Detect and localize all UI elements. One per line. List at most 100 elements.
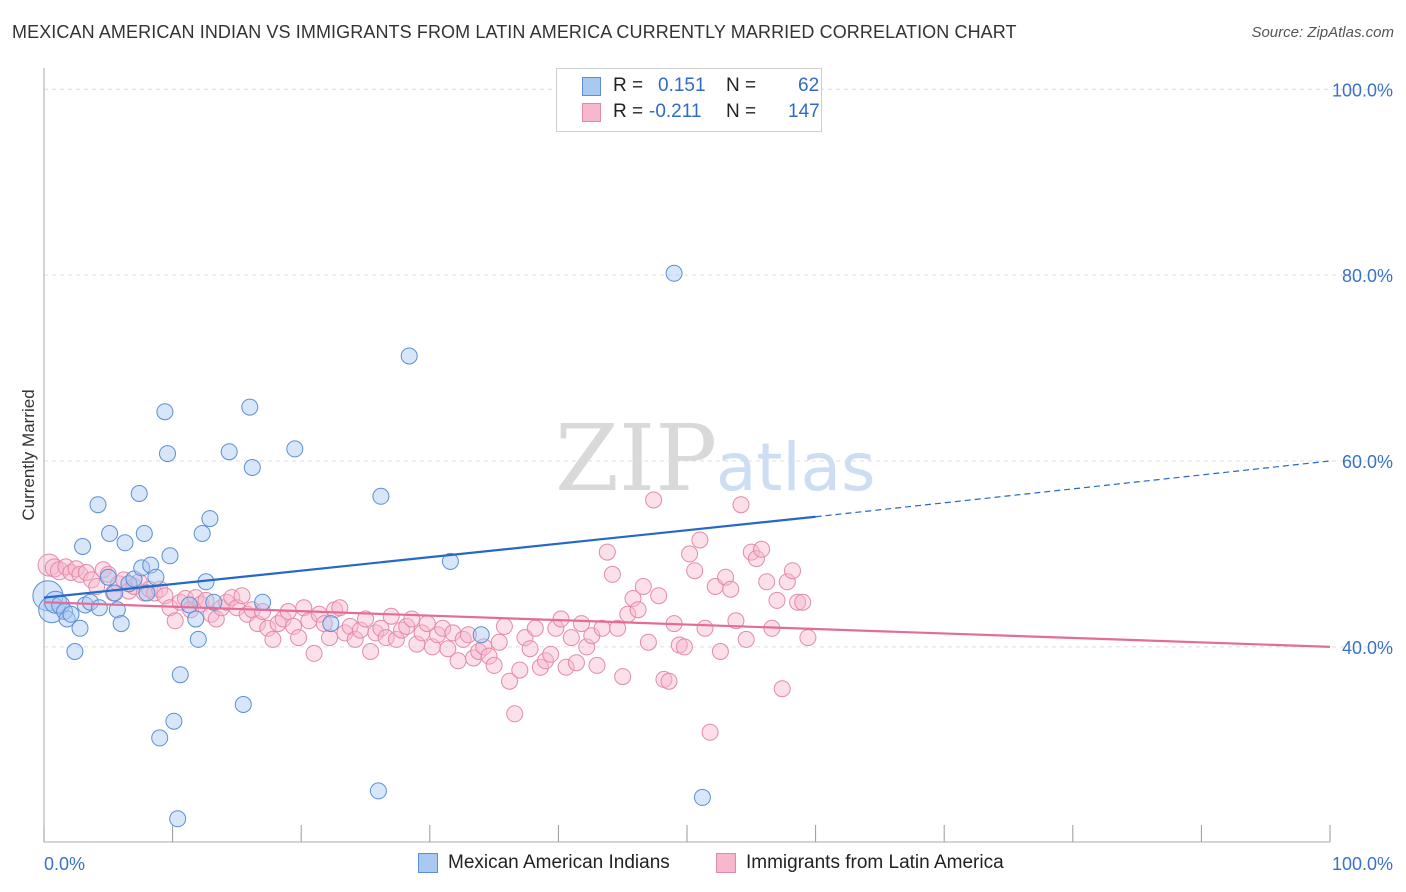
data-point-immigrants — [254, 603, 272, 620]
y-tick-label: 100.0% — [1332, 80, 1393, 100]
data-point-immigrants — [691, 531, 709, 549]
legend-r-value: -0.211 — [649, 101, 702, 122]
data-point-mexican-american-indians — [130, 485, 148, 502]
data-point-immigrants — [470, 643, 488, 660]
bottom-legend-swatch-pink — [716, 853, 736, 873]
data-point-mexican-american-indians — [71, 619, 89, 637]
legend-n-value: 62 — [798, 75, 820, 96]
data-point-immigrants — [480, 647, 498, 665]
data-point-immigrants — [372, 619, 390, 637]
data-point-mexican-american-indians — [665, 264, 683, 282]
data-point-immigrants — [562, 629, 580, 647]
legend-n-label: N = — [726, 101, 757, 122]
data-point-immigrants — [454, 630, 472, 648]
data-point-immigrants — [434, 619, 452, 637]
y-tick-label: 80.0% — [1342, 266, 1393, 286]
data-point-immigrants — [603, 565, 621, 583]
legend-n-label: N = — [726, 75, 757, 96]
data-point-immigrants — [747, 550, 765, 568]
data-point-immigrants — [598, 543, 616, 561]
data-point-immigrants — [526, 619, 544, 637]
trend-line-immigrants — [43, 601, 1331, 648]
data-point-immigrants — [686, 562, 704, 580]
data-point-immigrants — [799, 629, 817, 647]
data-point-immigrants — [794, 593, 812, 611]
zipatlas-watermark: ZIP atlas — [555, 405, 876, 512]
data-point-mexican-american-indians — [159, 445, 176, 463]
data-point-mexican-american-indians — [241, 398, 259, 416]
data-point-immigrants — [382, 607, 400, 625]
data-point-immigrants — [88, 578, 106, 595]
data-point-immigrants — [321, 629, 338, 647]
data-point-immigrants — [310, 605, 328, 623]
axes — [43, 68, 1331, 843]
legend-swatch-blue — [582, 77, 601, 96]
trend-line-mexican-american-indians — [43, 515, 816, 599]
data-point-immigrants — [645, 491, 663, 509]
data-point-mexican-american-indians — [101, 525, 119, 542]
bottom-legend-series1: Mexican American Indians — [448, 852, 670, 873]
data-point-immigrants — [264, 630, 282, 648]
data-point-immigrants — [521, 640, 539, 658]
data-point-mexican-american-indians — [322, 615, 340, 633]
data-point-immigrants — [573, 615, 590, 633]
data-point-immigrants — [37, 553, 61, 577]
data-point-mexican-american-indians — [112, 615, 130, 633]
data-point-immigrants — [732, 496, 750, 514]
data-point-immigrants — [341, 617, 359, 635]
data-point-immigrants — [629, 601, 647, 619]
data-point-mexican-american-indians — [171, 666, 189, 684]
data-point-immigrants — [259, 619, 277, 637]
data-point-immigrants — [639, 633, 657, 651]
data-point-mexican-american-indians — [116, 534, 134, 552]
data-point-mexican-american-indians — [147, 568, 165, 586]
data-point-immigrants — [681, 545, 699, 563]
data-point-mexican-american-indians — [372, 487, 390, 505]
data-point-immigrants — [773, 680, 791, 698]
data-point-immigrants — [403, 610, 421, 628]
legend-swatch-pink — [582, 103, 601, 122]
data-point-immigrants — [305, 644, 323, 662]
data-point-mexican-american-indians — [441, 552, 459, 570]
data-point-immigrants — [290, 629, 308, 647]
data-point-immigrants — [557, 658, 575, 676]
data-point-immigrants — [362, 643, 380, 660]
data-point-mexican-american-indians — [286, 440, 304, 458]
data-point-immigrants — [660, 672, 678, 690]
data-point-immigrants — [495, 617, 513, 635]
data-point-mexican-american-indians — [201, 510, 219, 528]
data-point-mexican-american-indians — [243, 459, 261, 476]
watermark-atlas: atlas — [716, 429, 876, 506]
data-point-mexican-american-indians — [62, 605, 80, 623]
data-point-immigrants — [285, 617, 302, 635]
data-point-immigrants — [542, 645, 560, 663]
data-point-mexican-american-indians — [220, 443, 238, 461]
trend-lines — [43, 460, 1331, 648]
data-point-immigrants — [346, 630, 364, 648]
data-point-immigrants — [588, 656, 606, 674]
data-point-mexican-american-indians — [472, 626, 490, 644]
data-point-immigrants — [485, 656, 503, 674]
tick-labels: 100.0% 80.0% 60.0% 40.0% 0.0% 100.0% — [44, 80, 1393, 874]
data-point-mexican-american-indians — [106, 584, 124, 602]
data-point-mexican-american-indians — [135, 525, 153, 542]
legend-n-value: 147 — [788, 101, 820, 122]
data-point-mexican-american-indians — [66, 643, 84, 660]
source-label: Source: ZipAtlas.com — [1251, 24, 1394, 41]
legend-r-label: R = — [613, 101, 644, 122]
x-tick-label-left: 0.0% — [44, 854, 85, 874]
data-point-immigrants — [701, 723, 719, 741]
data-point-immigrants — [675, 638, 693, 656]
data-point-immigrants — [449, 652, 467, 670]
data-point-mexican-american-indians — [189, 630, 207, 648]
data-point-mexican-american-indians — [169, 810, 187, 828]
data-point-immigrants — [367, 624, 385, 642]
series-mexican-american-indians-points — [32, 264, 711, 828]
data-point-mexican-american-indians — [81, 593, 99, 611]
data-point-immigrants — [218, 593, 236, 611]
data-point-mexican-american-indians — [254, 593, 272, 611]
data-point-immigrants — [490, 633, 508, 651]
data-point-immigrants — [377, 629, 395, 647]
data-point-mexican-american-indians — [187, 610, 205, 628]
data-point-mexican-american-indians — [90, 599, 108, 617]
